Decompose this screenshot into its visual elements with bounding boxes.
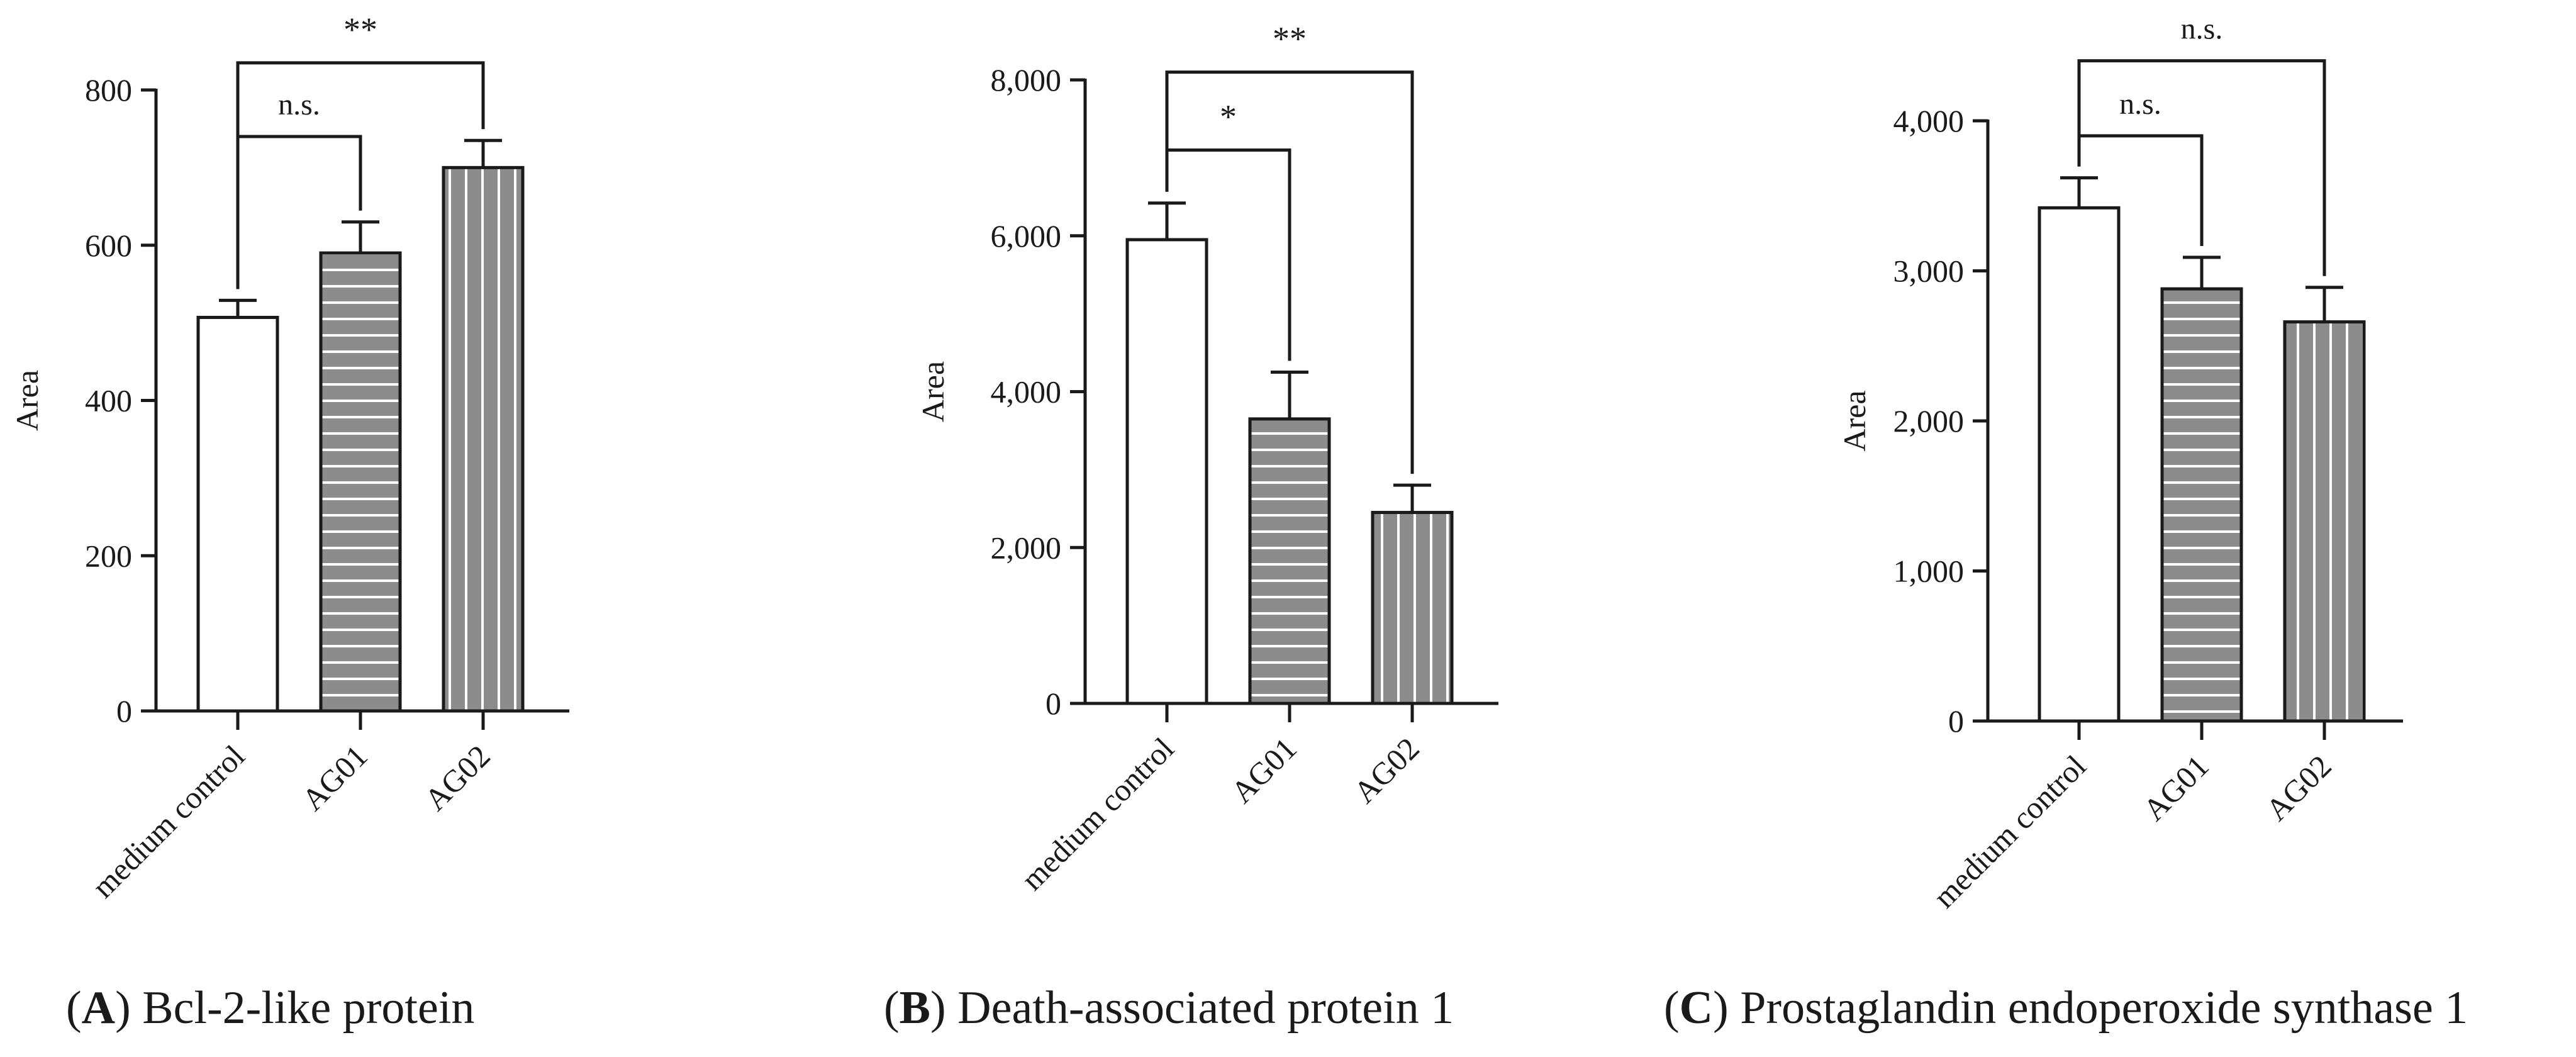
y-tick-label-1: 1,000 — [1893, 554, 1965, 589]
x-tick-label-ag01: AG01 — [2136, 748, 2216, 827]
x-tick-label-ag02: AG02 — [2259, 748, 2338, 827]
y-tick-label-2: 400 — [85, 383, 132, 418]
panel-b-chart: 0 2,000 4,000 6,000 8,000 Area medium control A… — [915, 20, 1498, 897]
caption-c: (C) Prostaglandin endoperoxide synthase … — [1664, 982, 2468, 1034]
caption-b: (B) Death-associated protein 1 — [884, 982, 1454, 1034]
bar-medium-control — [1125, 238, 1208, 705]
y-axis-label: Area — [915, 361, 951, 422]
significance-bracket-1 — [1165, 70, 1414, 474]
panel-a-chart: 0 200 400 600 800 Area medium control AG01 AG02 n… — [9, 11, 569, 905]
y-tick-label-4: 8,000 — [991, 62, 1062, 98]
x-tick-label-ag01: AG01 — [295, 738, 374, 817]
caption-a: (A) Bcl-2-like protein — [66, 982, 475, 1034]
y-tick-label-3: 6,000 — [991, 218, 1062, 254]
caption-a-text: Bcl-2-like protein — [130, 982, 475, 1034]
x-tick-label-ag02: AG02 — [418, 738, 497, 817]
caption-c-text: Prostaglandin endoperoxide synthase 1 — [1728, 982, 2468, 1034]
significance-label-0: n.s. — [278, 88, 320, 121]
y-tick-label-4: 800 — [85, 72, 132, 108]
y-tick-label-2: 2,000 — [1893, 403, 1965, 439]
x-tick-label-medium-control: medium control — [1014, 730, 1180, 897]
y-axis-label: Area — [9, 370, 45, 431]
x-tick-label-medium-control: medium control — [85, 738, 251, 904]
y-tick-label-3: 3,000 — [1893, 254, 1965, 289]
significance-label-0: n.s. — [2119, 87, 2161, 121]
y-tick-label-1: 200 — [85, 538, 132, 573]
bar-ag02 — [442, 165, 525, 713]
x-tick-label-ag02: AG02 — [1347, 730, 1426, 810]
y-tick-label-0: 0 — [116, 693, 132, 729]
caption-b-letter: B — [899, 982, 931, 1034]
panel-c-chart: 0 1,000 2,000 3,000 4,000 Area medium control A… — [1837, 13, 2403, 915]
significance-label-0: * — [1220, 98, 1237, 135]
significance-label-1: n.s. — [2181, 13, 2223, 46]
y-tick-label-4: 4,000 — [1893, 103, 1965, 138]
significance-label-1: ** — [343, 11, 377, 48]
y-tick-label-3: 600 — [85, 228, 132, 263]
y-tick-label-1: 2,000 — [991, 530, 1062, 565]
y-axis-label: Area — [1837, 390, 1872, 451]
bar-medium-control — [196, 315, 279, 713]
caption-c-letter: C — [1679, 982, 1714, 1034]
significance-label-1: ** — [1273, 20, 1307, 58]
bar-ag02 — [2283, 320, 2366, 723]
bar-ag02 — [1371, 511, 1454, 705]
y-tick-label-0: 0 — [1045, 686, 1061, 721]
significance-bracket-1 — [236, 61, 485, 289]
significance-bracket-1 — [2077, 59, 2326, 276]
y-tick-label-2: 4,000 — [991, 374, 1062, 410]
bar-medium-control — [2038, 206, 2121, 723]
caption-a-letter: A — [81, 982, 116, 1034]
bar-ag01 — [2160, 287, 2243, 723]
bar-ag01 — [1248, 417, 1331, 705]
x-tick-label-medium-control: medium control — [1926, 748, 2092, 914]
bar-ag01 — [319, 251, 402, 713]
caption-b-text: Death-associated protein 1 — [945, 982, 1454, 1034]
y-tick-label-0: 0 — [1948, 703, 1964, 739]
x-tick-label-ag01: AG01 — [1224, 730, 1303, 810]
